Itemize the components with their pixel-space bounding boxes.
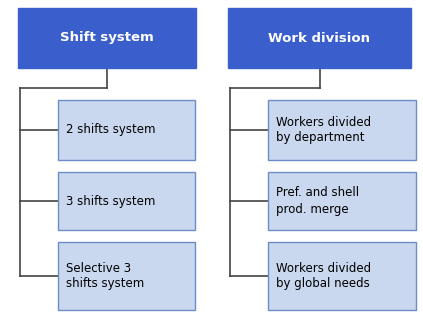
Text: Work division: Work division bbox=[269, 32, 371, 45]
FancyBboxPatch shape bbox=[268, 100, 416, 160]
FancyBboxPatch shape bbox=[58, 100, 195, 160]
FancyBboxPatch shape bbox=[228, 8, 411, 68]
Text: Pref. and shell
prod. merge: Pref. and shell prod. merge bbox=[276, 187, 359, 215]
FancyBboxPatch shape bbox=[58, 242, 195, 310]
Text: Workers divided
by department: Workers divided by department bbox=[276, 115, 371, 145]
Text: Selective 3
shifts system: Selective 3 shifts system bbox=[66, 262, 144, 291]
FancyBboxPatch shape bbox=[58, 172, 195, 230]
FancyBboxPatch shape bbox=[268, 172, 416, 230]
Text: 3 shifts system: 3 shifts system bbox=[66, 194, 155, 207]
Text: 2 shifts system: 2 shifts system bbox=[66, 124, 156, 136]
Text: Shift system: Shift system bbox=[60, 32, 154, 45]
Text: Workers divided
by global needs: Workers divided by global needs bbox=[276, 262, 371, 291]
FancyBboxPatch shape bbox=[268, 242, 416, 310]
FancyBboxPatch shape bbox=[18, 8, 196, 68]
